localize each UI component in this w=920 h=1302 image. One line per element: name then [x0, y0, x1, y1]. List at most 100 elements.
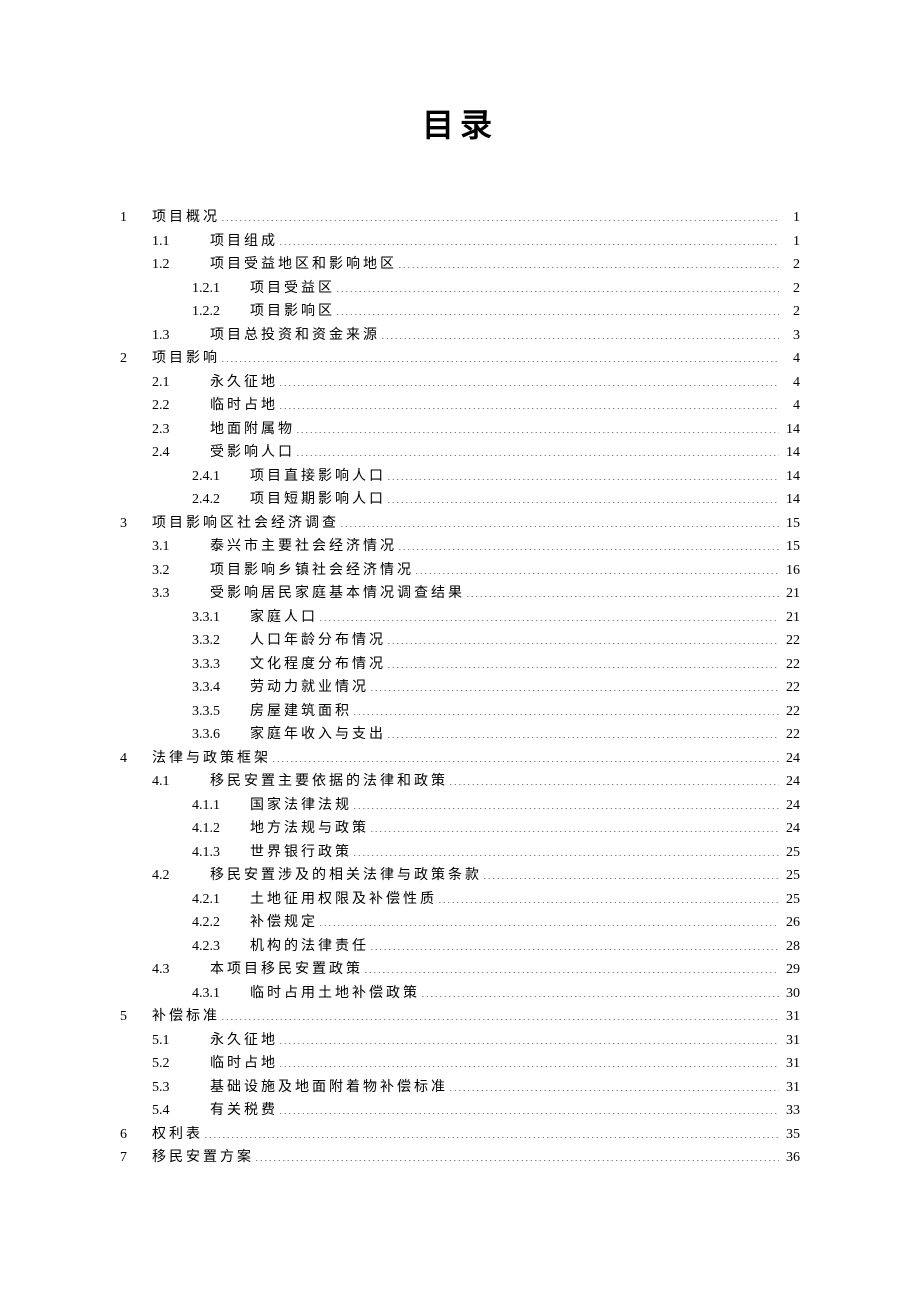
toc-entry-label: 项目影响乡镇社会经济情况	[210, 559, 414, 583]
toc-row: 4.2.1土地征用权限及补偿性质25	[120, 888, 800, 912]
toc-entry-page: 31	[780, 1029, 800, 1053]
toc-entry-label: 土地征用权限及补偿性质	[250, 888, 437, 912]
toc-entry-label: 临时占地	[210, 394, 278, 418]
toc-dot-leader	[221, 207, 779, 221]
toc-entry-number: 1	[120, 206, 152, 230]
toc-entry-page: 4	[780, 394, 800, 418]
toc-entry-number: 2.4	[152, 441, 210, 465]
toc-entry-label: 家庭年收入与支出	[250, 723, 386, 747]
toc-row: 1.2.2项目影响区2	[120, 300, 800, 324]
toc-entry-page: 14	[780, 488, 800, 512]
toc-entry-page: 1	[780, 206, 800, 230]
toc-row: 3.1泰兴市主要社会经济情况15	[120, 535, 800, 559]
toc-entry-number: 5.2	[152, 1052, 210, 1076]
toc-entry-label: 基础设施及地面附着物补偿标准	[210, 1076, 448, 1100]
toc-entry-number: 3.3.6	[192, 723, 250, 747]
toc-row: 3项目影响区社会经济调查15	[120, 512, 800, 536]
toc-dot-leader	[387, 466, 779, 480]
toc-row: 4.3.1临时占用土地补偿政策30	[120, 982, 800, 1006]
toc-entry-number: 3.2	[152, 559, 210, 583]
toc-entry-label: 房屋建筑面积	[250, 700, 352, 724]
toc-entry-number: 7	[120, 1146, 152, 1170]
toc-entry-page: 4	[780, 371, 800, 395]
toc-entry-label: 地方法规与政策	[250, 817, 369, 841]
toc-entry-label: 项目短期影响人口	[250, 488, 386, 512]
toc-row: 3.3.5房屋建筑面积22	[120, 700, 800, 724]
toc-title: 目录	[120, 100, 800, 146]
toc-entry-number: 3.3.5	[192, 700, 250, 724]
toc-entry-page: 4	[780, 347, 800, 371]
toc-dot-leader	[296, 442, 779, 456]
toc-dot-leader	[204, 1124, 779, 1138]
toc-entry-label: 国家法律法规	[250, 794, 352, 818]
toc-entry-page: 1	[780, 230, 800, 254]
toc-row: 3.3.4劳动力就业情况22	[120, 676, 800, 700]
toc-row: 5.4有关税费33	[120, 1099, 800, 1123]
toc-entry-page: 22	[780, 676, 800, 700]
toc-entry-page: 26	[780, 911, 800, 935]
toc-entry-number: 4	[120, 747, 152, 771]
toc-entry-label: 移民安置主要依据的法律和政策	[210, 770, 448, 794]
toc-entry-page: 25	[780, 864, 800, 888]
toc-row: 1.1项目组成1	[120, 230, 800, 254]
toc-dot-leader	[336, 301, 779, 315]
toc-dot-leader	[319, 607, 779, 621]
toc-dot-leader	[221, 348, 779, 362]
toc-dot-leader	[364, 959, 779, 973]
toc-row: 4.1移民安置主要依据的法律和政策24	[120, 770, 800, 794]
toc-entry-page: 36	[780, 1146, 800, 1170]
toc-dot-leader	[255, 1147, 779, 1161]
toc-entry-number: 2.1	[152, 371, 210, 395]
toc-dot-leader	[449, 771, 779, 785]
toc-entry-page: 22	[780, 629, 800, 653]
toc-entry-number: 6	[120, 1123, 152, 1147]
toc-entry-label: 补偿规定	[250, 911, 318, 935]
toc-entry-page: 30	[780, 982, 800, 1006]
toc-row: 2项目影响4	[120, 347, 800, 371]
toc-entry-label: 移民安置方案	[152, 1146, 254, 1170]
toc-entry-label: 项目总投资和资金来源	[210, 324, 380, 348]
toc-dot-leader	[449, 1077, 779, 1091]
toc-row: 3.3.2人口年龄分布情况22	[120, 629, 800, 653]
toc-entry-label: 家庭人口	[250, 606, 318, 630]
toc-entry-number: 2.4.1	[192, 465, 250, 489]
toc-entry-page: 28	[780, 935, 800, 959]
toc-entry-page: 22	[780, 653, 800, 677]
toc-entry-number: 2.3	[152, 418, 210, 442]
toc-entry-number: 4.3.1	[192, 982, 250, 1006]
toc-entry-page: 21	[780, 606, 800, 630]
toc-entry-page: 24	[780, 794, 800, 818]
toc-entry-page: 15	[780, 512, 800, 536]
toc-entry-number: 4.1.3	[192, 841, 250, 865]
toc-dot-leader	[279, 231, 779, 245]
toc-row: 3.3.3文化程度分布情况22	[120, 653, 800, 677]
toc-entry-label: 临时占地	[210, 1052, 278, 1076]
toc-dot-leader	[370, 818, 779, 832]
toc-row: 4.2.2补偿规定26	[120, 911, 800, 935]
toc-entry-label: 机构的法律责任	[250, 935, 369, 959]
toc-row: 5.3基础设施及地面附着物补偿标准31	[120, 1076, 800, 1100]
toc-dot-leader	[381, 325, 779, 339]
toc-row: 4.1.3世界银行政策25	[120, 841, 800, 865]
toc-entry-page: 2	[780, 277, 800, 301]
toc-entry-label: 补偿标准	[152, 1005, 220, 1029]
toc-dot-leader	[296, 419, 779, 433]
toc-entry-number: 4.2.3	[192, 935, 250, 959]
toc-row: 1.3项目总投资和资金来源3	[120, 324, 800, 348]
toc-dot-leader	[421, 983, 779, 997]
toc-entry-page: 2	[780, 300, 800, 324]
toc-entry-number: 3.3.2	[192, 629, 250, 653]
toc-entry-page: 24	[780, 770, 800, 794]
toc-entry-number: 1.2	[152, 253, 210, 277]
toc-entry-label: 项目受益区	[250, 277, 335, 301]
toc-row: 2.4受影响人口14	[120, 441, 800, 465]
toc-entry-page: 21	[780, 582, 800, 606]
toc-entry-page: 24	[780, 747, 800, 771]
toc-entry-page: 25	[780, 841, 800, 865]
toc-dot-leader	[336, 278, 779, 292]
toc-entry-number: 4.1.1	[192, 794, 250, 818]
toc-entry-number: 3.3.4	[192, 676, 250, 700]
toc-row: 4.2移民安置涉及的相关法律与政策条款25	[120, 864, 800, 888]
toc-entry-page: 31	[780, 1052, 800, 1076]
toc-dot-leader	[319, 912, 779, 926]
